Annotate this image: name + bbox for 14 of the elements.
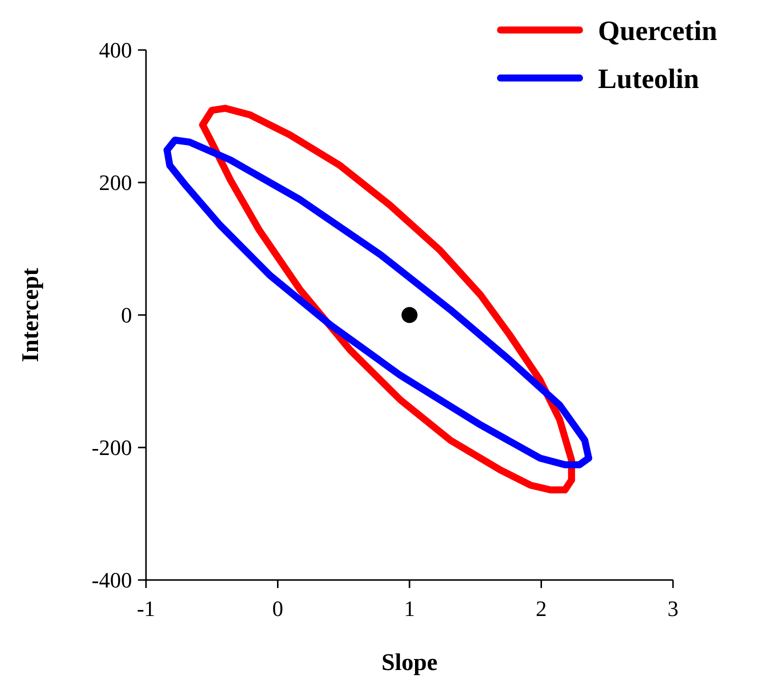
y-tick-label: -200 <box>92 435 132 460</box>
x-tick-label: -1 <box>136 596 156 621</box>
x-tick-label: 3 <box>668 596 678 621</box>
x-tick-label: 1 <box>404 596 415 621</box>
legend-label: Quercetin <box>598 16 718 47</box>
y-tick-label: -400 <box>92 568 132 593</box>
x-axis-title: Slope <box>381 650 438 676</box>
x-tick-label: 0 <box>272 596 284 621</box>
y-tick-label: 200 <box>99 170 132 196</box>
y-tick-label: 400 <box>99 38 132 63</box>
y-axis-title: Intercept <box>18 268 44 362</box>
legend-label: Luteolin <box>598 64 700 95</box>
x-tick-label: 2 <box>536 596 547 621</box>
y-tick-label: 0 <box>121 302 132 328</box>
